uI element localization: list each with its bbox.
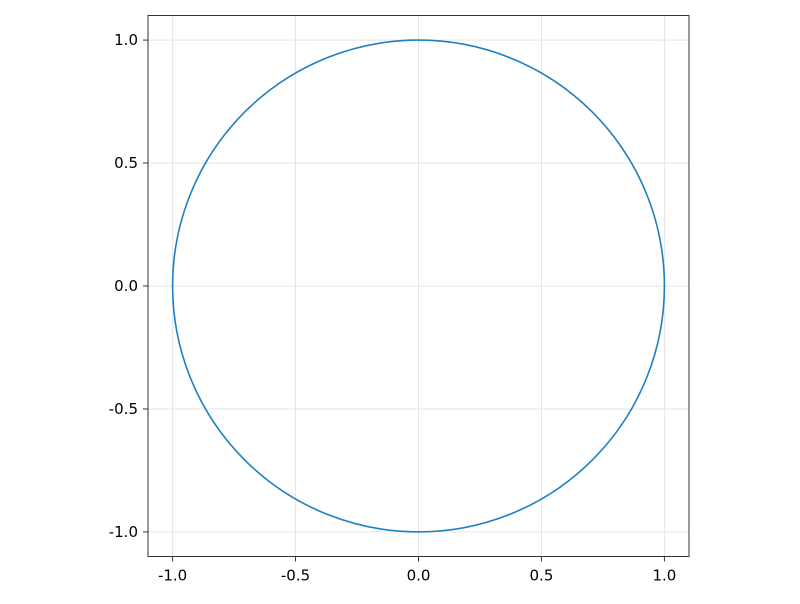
y-tick-labels: -1.0 -0.5 0.0 0.5 1.0 <box>109 31 138 541</box>
series <box>171 39 666 533</box>
y-tick-label: 1.0 <box>114 31 138 49</box>
y-tick-label: -1.0 <box>109 523 138 541</box>
circle-line <box>171 39 666 533</box>
x-tick-label: 0.0 <box>407 567 431 585</box>
x-tick-label: -0.5 <box>281 567 310 585</box>
x-tick-label: 0.5 <box>530 567 554 585</box>
y-tick-label: 0.5 <box>114 154 138 172</box>
x-tick-label: 1.0 <box>652 567 676 585</box>
y-tick-label: -0.5 <box>109 400 138 418</box>
x-tick-labels: -1.0 -0.5 0.0 0.5 1.0 <box>158 567 676 585</box>
x-tick-label: -1.0 <box>158 567 187 585</box>
y-tick-label: 0.0 <box>114 277 138 295</box>
axis-ticks <box>143 39 665 562</box>
grid <box>148 15 689 557</box>
